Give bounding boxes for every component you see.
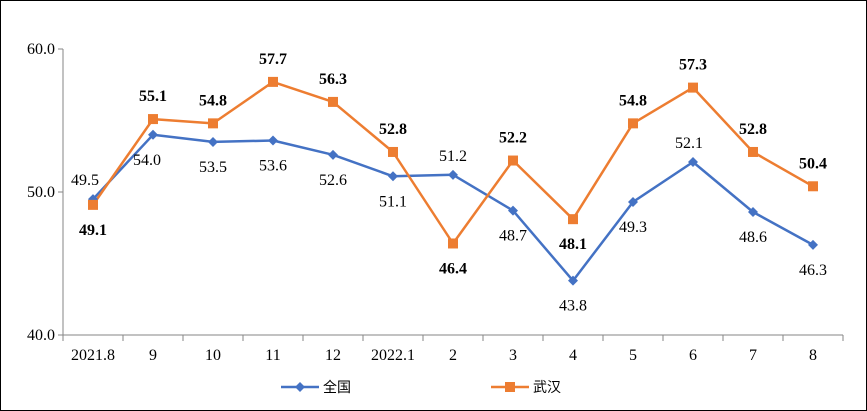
data-point-national	[568, 275, 578, 286]
x-tick-label: 2021.8	[71, 347, 115, 364]
data-label-wuhan: 55.1	[139, 88, 167, 105]
data-point-wuhan	[208, 118, 218, 129]
data-point-national	[808, 239, 818, 250]
data-label-national: 48.6	[739, 229, 767, 246]
data-point-wuhan	[88, 199, 98, 210]
x-tick-label: 3	[509, 347, 517, 364]
series-lines	[91, 80, 814, 282]
y-tick-label: 60.0	[27, 41, 55, 58]
data-point-national	[148, 129, 158, 140]
x-tick-label: 7	[749, 347, 757, 364]
x-tick-label: 2022.1	[371, 347, 415, 364]
data-point-national	[328, 149, 338, 160]
data-point-wuhan	[808, 181, 818, 192]
data-point-wuhan	[748, 146, 758, 157]
data-label-wuhan: 50.4	[799, 155, 827, 172]
data-point-national	[508, 205, 518, 216]
data-point-wuhan	[148, 114, 158, 125]
data-label-wuhan: 52.8	[739, 121, 767, 138]
data-label-national: 52.6	[319, 172, 347, 189]
data-label-national: 54.0	[133, 152, 161, 169]
data-label-national: 49.5	[71, 172, 99, 189]
data-point-wuhan	[388, 146, 398, 157]
data-point-wuhan	[508, 155, 518, 166]
data-point-national	[208, 136, 218, 147]
data-label-wuhan: 46.4	[439, 260, 467, 277]
data-label-wuhan: 54.8	[199, 92, 227, 109]
x-tick-label: 11	[265, 347, 280, 364]
data-point-wuhan	[688, 82, 698, 93]
x-tick-label: 5	[629, 347, 637, 364]
data-label-national: 49.3	[619, 219, 647, 236]
legend: 全国 武汉	[281, 379, 561, 396]
x-tick-label: 4	[569, 347, 577, 364]
axes: 40.0 50.0 60.0 2021.8 9 10 11 12 2022.1 2 3 4 5 6 7 8	[27, 41, 844, 364]
x-tick-label: 6	[689, 347, 697, 364]
data-label-wuhan: 57.3	[679, 57, 707, 74]
data-point-wuhan	[628, 118, 638, 129]
data-point-national	[688, 156, 698, 167]
legend-label: 全国	[323, 379, 351, 396]
data-label-national: 52.1	[675, 135, 703, 152]
data-label-national: 48.7	[499, 228, 527, 245]
y-tick-label: 50.0	[27, 184, 55, 201]
data-label-national: 51.2	[439, 148, 467, 165]
x-tick-label: 12	[325, 347, 341, 364]
data-point-national	[388, 171, 398, 182]
x-tick-label: 10	[205, 347, 221, 364]
data-label-wuhan: 54.8	[619, 92, 647, 109]
data-point-national	[448, 169, 458, 180]
data-label-wuhan: 57.7	[259, 51, 287, 68]
data-label-wuhan: 49.1	[79, 222, 107, 239]
y-tick-label: 40.0	[27, 327, 55, 344]
data-label-national: 51.1	[379, 193, 407, 210]
data-label-wuhan: 56.3	[319, 71, 347, 88]
data-label-wuhan: 52.2	[499, 130, 527, 147]
data-point-national	[748, 207, 758, 218]
data-label-national: 46.3	[799, 262, 827, 279]
data-label-national: 43.8	[559, 298, 587, 315]
series-markers	[88, 76, 818, 286]
data-point-national	[628, 197, 638, 208]
data-point-wuhan	[568, 214, 578, 225]
data-label-wuhan: 48.1	[559, 236, 587, 253]
data-label-national: 53.5	[199, 159, 227, 176]
legend-label: 武汉	[533, 380, 561, 396]
data-label-national: 53.6	[259, 158, 287, 175]
data-point-wuhan	[268, 76, 278, 87]
data-point-national	[268, 135, 278, 146]
x-tick-label: 9	[149, 347, 157, 364]
legend-marker-square	[505, 382, 515, 392]
x-tick-label: 2	[449, 347, 457, 364]
data-labels: 49.5 54.0 53.5 53.6 52.6 51.1 51.2 48.7 43.8 49.3…	[71, 51, 827, 315]
data-point-wuhan	[328, 96, 338, 107]
data-point-wuhan	[448, 238, 458, 249]
data-label-wuhan: 52.8	[379, 121, 407, 138]
x-tick-label: 8	[809, 347, 817, 364]
legend-marker-diamond	[295, 382, 305, 392]
